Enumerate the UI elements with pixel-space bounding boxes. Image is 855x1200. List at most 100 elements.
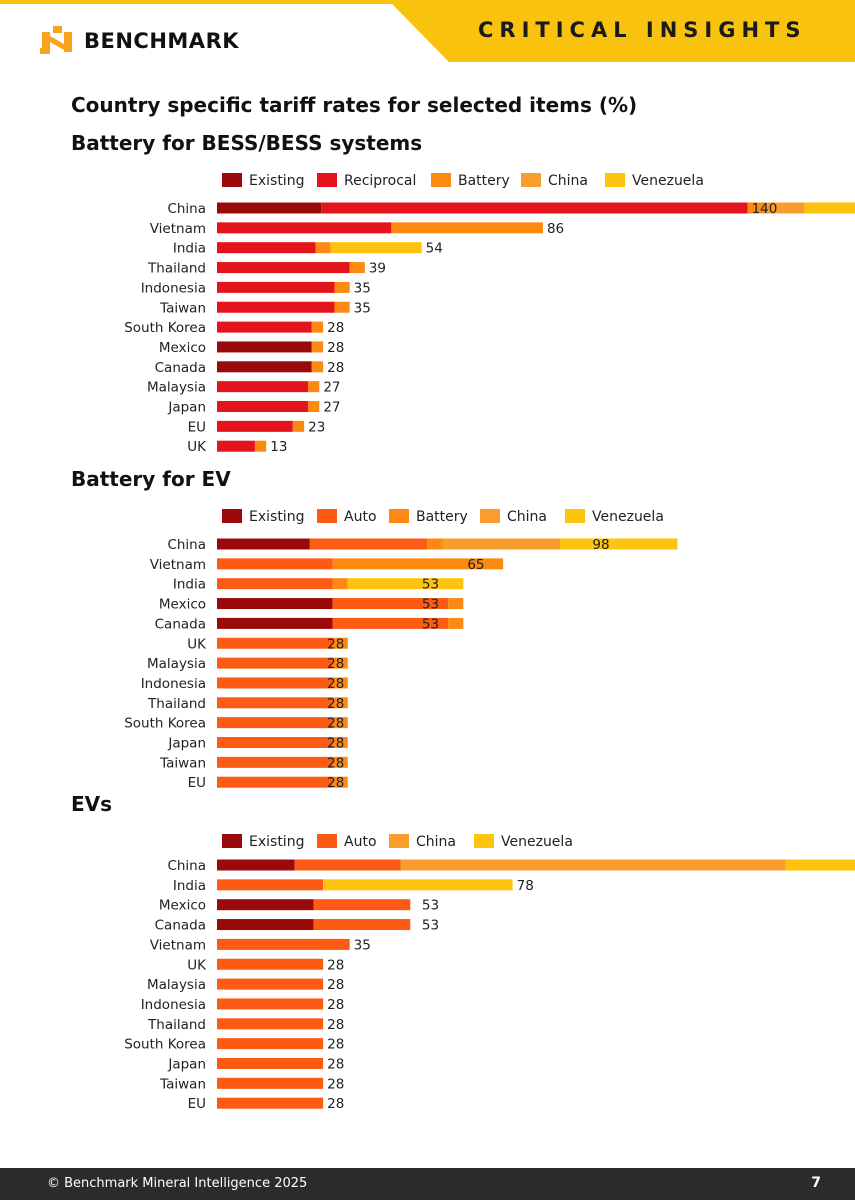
category-label-thailand: Thailand <box>147 261 206 277</box>
bar-segment-auto <box>217 558 333 570</box>
total-label: 54 <box>426 241 443 257</box>
category-label-japan: Japan <box>167 1057 206 1073</box>
bar-segment-existing <box>217 919 314 931</box>
category-label-vietnam: Vietnam <box>150 557 206 573</box>
bar-segment-auto <box>217 1097 324 1109</box>
total-label: 23 <box>308 419 325 435</box>
bar-segment-auto <box>309 538 428 550</box>
category-label-china: China <box>167 201 206 217</box>
legend-label-existing: Existing <box>249 173 304 189</box>
bar-segment-reciprocal <box>321 202 748 214</box>
bar-segment-battery <box>332 776 348 788</box>
legend-swatch-auto <box>317 834 337 848</box>
category-label-malaysia: Malaysia <box>147 656 206 672</box>
header-banner <box>0 0 855 62</box>
bar-segment-existing <box>217 361 312 373</box>
bar-segment-auto <box>217 717 333 729</box>
category-label-eu: EU <box>188 1096 206 1112</box>
category-label-taiwan: Taiwan <box>159 755 206 771</box>
category-label-thailand: Thailand <box>147 696 206 712</box>
bar-segment-battery <box>332 756 348 768</box>
bar-segment-china <box>400 859 786 871</box>
page-title: Country specific tariff rates for select… <box>71 93 638 117</box>
bar-segment-auto <box>332 598 449 610</box>
critical-insights-label: CRITICAL INSIGHTS <box>478 18 807 42</box>
section-title-battery-ev: Battery for EV <box>71 467 231 491</box>
legend-label-auto: Auto <box>344 834 377 850</box>
total-label: 28 <box>327 1057 344 1073</box>
bar-segment-auto <box>217 978 324 990</box>
bar-segment-battery <box>311 341 324 353</box>
bar-segment-auto <box>313 919 411 931</box>
legend-label-china: China <box>507 509 547 525</box>
total-label: 53 <box>422 597 439 613</box>
total-label: 28 <box>327 320 344 336</box>
bar-segment-battery <box>307 381 320 393</box>
legend-swatch-china <box>521 173 541 187</box>
footer-copyright: © Benchmark Mineral Intelligence 2025 <box>47 1176 308 1191</box>
legend-label-battery: Battery <box>416 509 468 525</box>
bar-segment-battery <box>307 401 320 412</box>
bar-segment-auto <box>217 657 333 669</box>
bar-segment-venezuela <box>785 859 855 871</box>
bar-segment-auto <box>217 697 333 709</box>
legend-swatch-auto <box>317 509 337 523</box>
benchmark-logo: BENCHMARK <box>40 24 239 58</box>
tariff-charts: Existing Reciprocal Battery China Venezuela C… <box>124 173 855 1112</box>
total-label: 28 <box>327 1076 344 1092</box>
total-label: 78 <box>517 878 534 894</box>
category-label-japan: Japan <box>167 736 206 752</box>
legend-swatch-china <box>389 834 409 848</box>
total-label: 27 <box>323 380 340 396</box>
category-label-malaysia: Malaysia <box>147 977 206 993</box>
bar-segment-existing <box>217 341 312 353</box>
bar-segment-auto <box>217 776 333 788</box>
legend-swatch-venezuela <box>565 509 585 523</box>
bar-segment-reciprocal <box>217 440 255 452</box>
bar-segment-venezuela <box>330 242 422 254</box>
total-label: 28 <box>327 636 344 652</box>
legend-swatch-reciprocal <box>317 173 337 187</box>
category-label-mexico: Mexico <box>159 898 206 914</box>
bar-segment-existing <box>217 538 310 550</box>
legend-swatch-existing <box>222 173 242 187</box>
bar-segment-battery <box>254 440 267 452</box>
bar-segment-existing <box>217 617 333 629</box>
bar-segment-auto <box>313 899 411 911</box>
bar-segment-battery <box>332 737 348 748</box>
total-label: 39 <box>369 261 386 277</box>
total-label: 27 <box>323 400 340 416</box>
category-label-south-korea: South Korea <box>124 1037 206 1053</box>
category-label-india: India <box>173 241 206 257</box>
category-label-taiwan: Taiwan <box>159 1076 206 1092</box>
total-label: 35 <box>354 280 371 296</box>
bar-segment-venezuela <box>804 202 855 214</box>
total-label: 28 <box>327 1017 344 1033</box>
total-label: 28 <box>327 775 344 791</box>
bar-segment-battery <box>334 301 350 313</box>
bar-segment-venezuela <box>347 578 464 590</box>
category-label-mexico: Mexico <box>159 597 206 613</box>
bar-segment-battery <box>332 558 504 570</box>
bar-segment-battery <box>448 617 464 629</box>
total-label: 35 <box>354 937 371 953</box>
total-label: 28 <box>327 656 344 672</box>
total-label: 13 <box>270 439 287 455</box>
category-label-indonesia: Indonesia <box>141 997 206 1013</box>
legend-label-venezuela: Venezuela <box>501 834 573 850</box>
legend-swatch-battery <box>389 509 409 523</box>
bar-segment-auto <box>217 938 350 950</box>
category-label-south-korea: South Korea <box>124 320 206 336</box>
bar-segment-battery <box>332 677 348 689</box>
bar-segment-auto <box>294 859 401 871</box>
bar-segment-reciprocal <box>217 281 335 293</box>
total-label: 65 <box>467 557 484 573</box>
category-label-thailand: Thailand <box>147 1017 206 1033</box>
bar-segment-existing <box>217 598 333 610</box>
bar-segment-reciprocal <box>217 401 308 412</box>
header-badge-shape <box>385 0 855 62</box>
legend-swatch-battery <box>431 173 451 187</box>
category-label-china: China <box>167 537 206 553</box>
bar-segment-reciprocal <box>217 262 350 274</box>
bar-segment-battery <box>448 598 464 610</box>
